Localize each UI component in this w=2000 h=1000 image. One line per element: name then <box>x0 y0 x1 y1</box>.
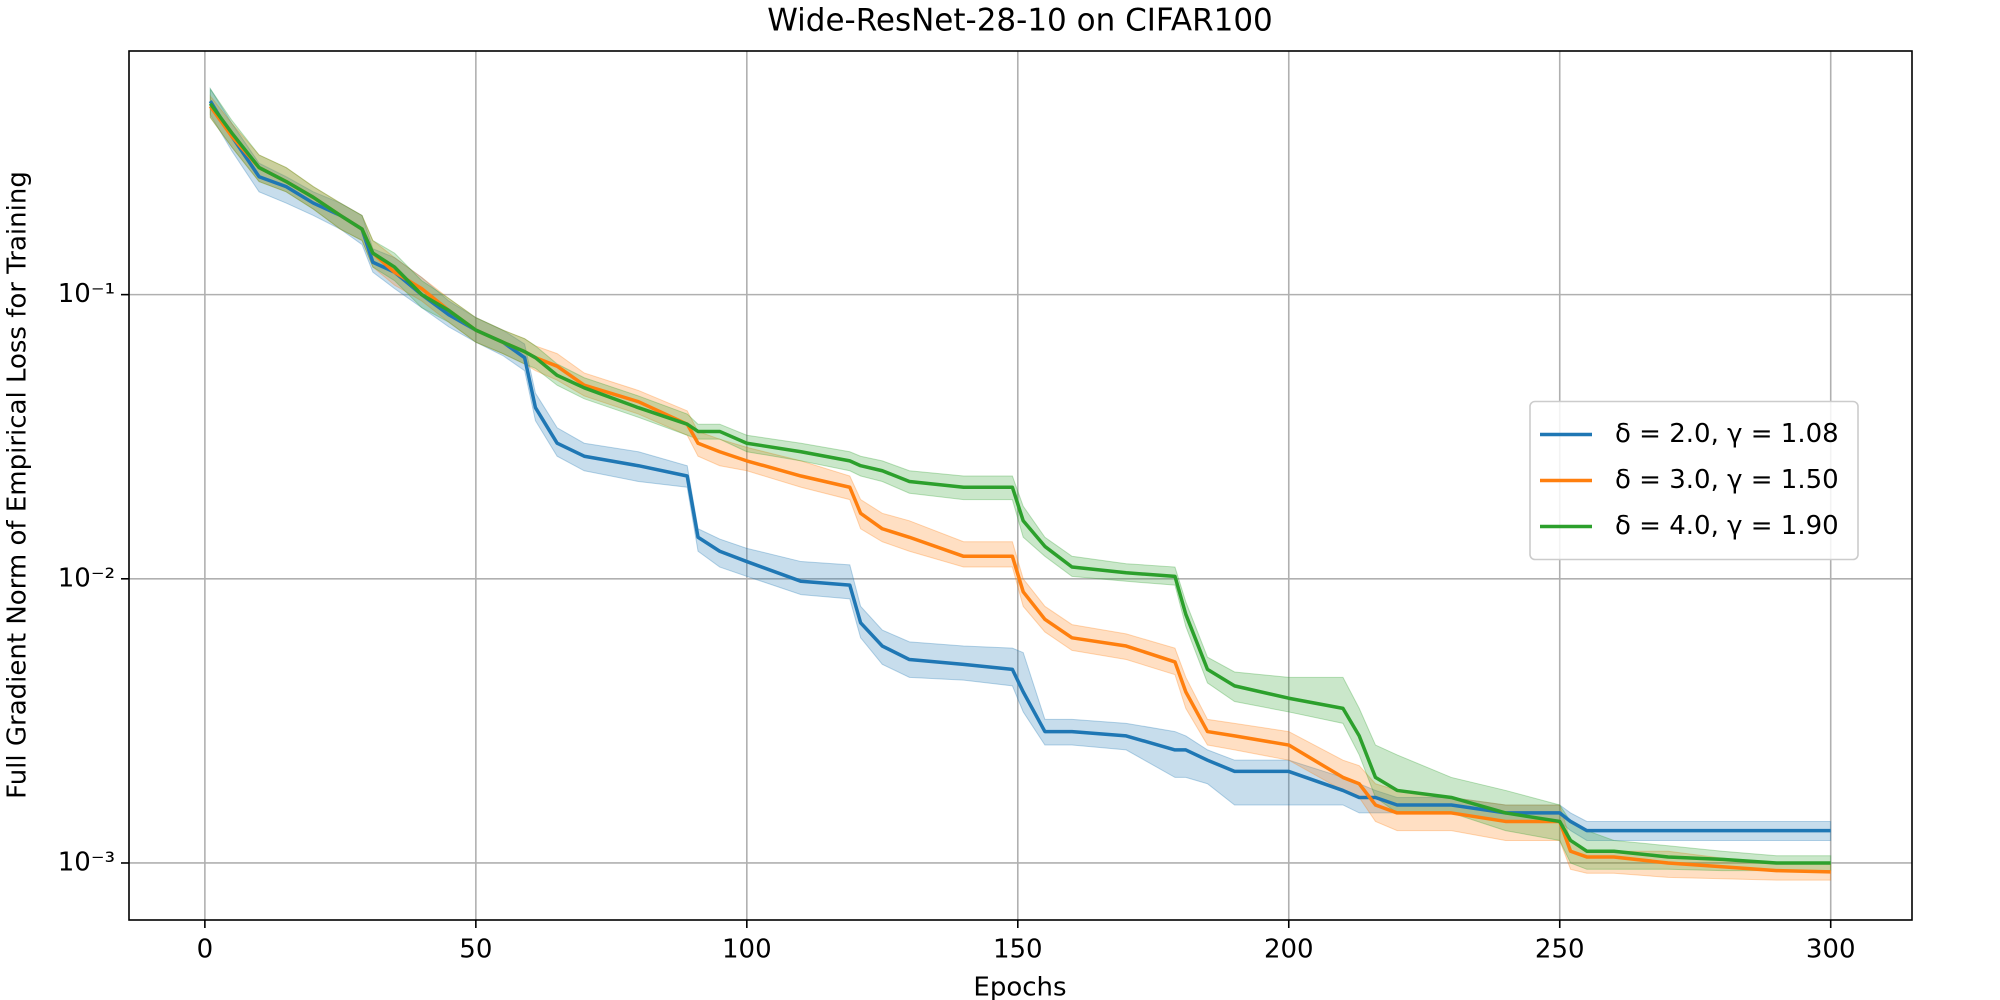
x-axis-label: Epochs <box>973 973 1066 1000</box>
legend-label: δ = 2.0, γ = 1.08 <box>1615 419 1839 449</box>
x-tick-label: 300 <box>1806 935 1856 965</box>
legend-label: δ = 3.0, γ = 1.50 <box>1615 465 1839 495</box>
y-tick-label: 10⁻³ <box>58 847 115 877</box>
y-tick-label: 10⁻² <box>58 563 115 593</box>
confidence-band <box>209 94 1832 881</box>
y-tick-label: 10⁻¹ <box>58 279 115 309</box>
legend-label: δ = 4.0, γ = 1.90 <box>1615 511 1839 541</box>
x-tick-label: 150 <box>993 935 1043 965</box>
series-line <box>208 100 1831 833</box>
x-tick-label: 0 <box>197 935 214 965</box>
x-tick-label: 100 <box>722 935 772 965</box>
series-line <box>208 102 1831 865</box>
plot-frame <box>128 50 1913 921</box>
y-axis-label: Full Gradient Norm of Empirical Loss for… <box>3 171 33 799</box>
x-tick-label: 50 <box>459 935 492 965</box>
chart-title: Wide-ResNet-28-10 on CIFAR100 <box>767 3 1273 39</box>
x-tick-label: 250 <box>1535 935 1585 965</box>
legend-box <box>1529 400 1859 561</box>
x-tick-label: 200 <box>1264 935 1314 965</box>
legend: δ = 2.0, γ = 1.08 δ = 3.0, γ = 1.50 δ = 4.… <box>1529 400 1859 561</box>
